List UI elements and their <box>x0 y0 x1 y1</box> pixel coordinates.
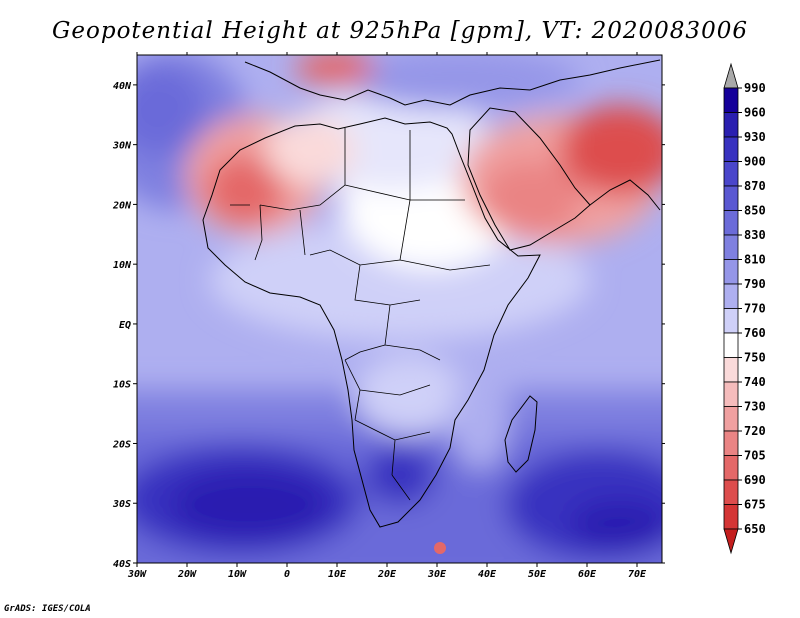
europe-coastline <box>244 59 661 106</box>
colorbar-label: 650 <box>744 522 766 536</box>
colorbar: 990 960 930 900 870 850 830 810 790 770 760 750 740 7… <box>723 62 766 555</box>
colorbar-label: 690 <box>744 473 766 487</box>
colorbar-label: 675 <box>744 498 766 512</box>
colorbar-label: 705 <box>744 449 766 463</box>
colorbar-label: 810 <box>744 253 766 267</box>
colorbar-swatch <box>723 504 739 530</box>
asia-coastline <box>589 179 661 211</box>
colorbar-swatch <box>723 210 739 236</box>
y-tick-label: 10N <box>113 260 132 271</box>
y-tick-label: 30S <box>112 499 131 510</box>
x-tick-label: 50E <box>528 569 547 580</box>
colorbar-label: 900 <box>744 155 766 169</box>
y-tick-label: 40S <box>113 559 131 570</box>
colorbar-swatch <box>723 161 739 187</box>
arabia-coastline <box>467 107 591 251</box>
x-tick-label: 30W <box>127 569 147 580</box>
africa-coastline <box>202 117 541 528</box>
colorbar-swatch <box>723 87 739 113</box>
african-borders <box>230 128 491 501</box>
colorbar-arrow-bottom <box>723 528 739 555</box>
colorbar-swatch <box>723 283 739 309</box>
height-field <box>137 55 662 563</box>
colorbar-arrow-top <box>723 62 739 89</box>
colorbar-swatch <box>723 259 739 285</box>
colorbar-swatch <box>723 112 739 138</box>
y-tick-label: 30N <box>112 141 132 152</box>
colorbar-label: 730 <box>744 400 766 414</box>
colorbar-label: 770 <box>744 302 766 316</box>
colorbar-label: 960 <box>744 106 766 120</box>
colorbar-label: 790 <box>744 277 766 291</box>
x-axis: 30W 20W 10W 0 10E 20E 30E 40E 50E 60E 70E <box>127 52 647 580</box>
madagascar-coastline <box>504 395 538 473</box>
colorbar-swatch <box>723 406 739 432</box>
colorbar-label: 720 <box>744 424 766 438</box>
map-title: Geopotential Height at 925hPa [gpm], VT:… <box>52 18 748 44</box>
colorbar-label: 990 <box>744 81 766 95</box>
colorbar-swatch <box>723 185 739 211</box>
colorbar-label: 760 <box>744 326 766 340</box>
colorbar-label: 750 <box>744 351 766 365</box>
colorbar-swatch <box>723 479 739 505</box>
colorbar-swatch <box>723 455 739 481</box>
colorbar-swatch <box>723 381 739 407</box>
x-tick-label: 60E <box>578 569 597 580</box>
x-tick-label: 10W <box>228 569 247 580</box>
colorbar-swatch <box>723 430 739 456</box>
grads-credit: GrADS: IGES/COLA <box>4 604 91 614</box>
x-tick-label: 0 <box>284 569 290 580</box>
y-tick-label: 10S <box>113 380 131 391</box>
y-tick-label: 20N <box>112 200 132 211</box>
colorbar-swatch <box>723 308 739 334</box>
x-tick-label: 70E <box>628 569 647 580</box>
y-tick-label: EQ <box>119 320 131 331</box>
x-tick-label: 10E <box>328 569 347 580</box>
colorbar-swatch <box>723 332 739 358</box>
x-tick-label: 20E <box>377 569 397 580</box>
colorbar-label: 740 <box>744 375 766 389</box>
colorbar-swatch <box>723 357 739 383</box>
y-axis: 40N 30N 20N 10N EQ 10S 20S 30S 40S <box>112 81 665 570</box>
colorbar-swatch <box>723 234 739 260</box>
plot-frame <box>136 54 663 564</box>
colorbar-label: 870 <box>744 179 766 193</box>
colorbar-swatch <box>723 136 739 162</box>
x-tick-label: 30E <box>427 569 447 580</box>
y-tick-label: 20S <box>112 439 131 450</box>
colorbar-label: 850 <box>744 204 766 218</box>
x-tick-label: 40E <box>478 569 497 580</box>
x-tick-label: 20W <box>177 569 197 580</box>
colorbar-label: 930 <box>744 130 766 144</box>
coastlines <box>202 59 661 528</box>
colorbar-label: 830 <box>744 228 766 242</box>
y-tick-label: 40N <box>113 81 132 92</box>
